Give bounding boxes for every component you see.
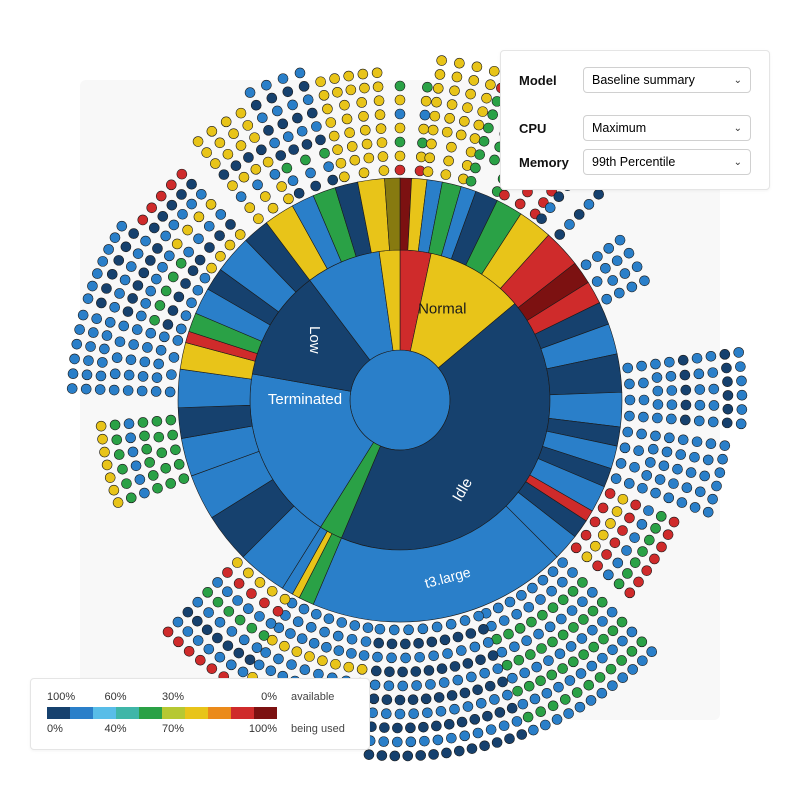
cpu-select[interactable]: Maximum ⌄ <box>583 115 751 141</box>
chevron-down-icon: ⌄ <box>734 75 742 86</box>
svg-text:Terminated: Terminated <box>268 391 342 408</box>
legend-used-text: being used <box>291 723 345 735</box>
svg-text:Low: Low <box>306 326 323 354</box>
memory-value: 99th Percentile <box>592 155 675 169</box>
model-label: Model <box>519 73 583 88</box>
legend-swatches <box>47 707 277 719</box>
legend-available-text: available <box>291 691 345 703</box>
cpu-value: Maximum <box>592 121 646 135</box>
legend-panel: 100% 60% 30% 0% 0% 40% 70% 100% availabl… <box>30 678 370 750</box>
legend-top-labels: 100% 60% 30% 0% <box>47 691 277 703</box>
svg-text:Normal: Normal <box>418 300 466 317</box>
control-row-cpu: CPU Maximum ⌄ <box>519 115 751 141</box>
control-row-model: Model Baseline summary ⌄ <box>519 67 751 93</box>
memory-label: Memory <box>519 155 583 170</box>
chevron-down-icon: ⌄ <box>734 123 742 134</box>
model-value: Baseline summary <box>592 73 695 87</box>
control-row-memory: Memory 99th Percentile ⌄ <box>519 149 751 175</box>
control-panel: Model Baseline summary ⌄ CPU Maximum ⌄ M… <box>500 50 770 190</box>
cpu-label: CPU <box>519 121 583 136</box>
legend-bottom-labels: 0% 40% 70% 100% <box>47 723 277 735</box>
model-select[interactable]: Baseline summary ⌄ <box>583 67 751 93</box>
memory-select[interactable]: 99th Percentile ⌄ <box>583 149 751 175</box>
chevron-down-icon: ⌄ <box>734 157 742 168</box>
